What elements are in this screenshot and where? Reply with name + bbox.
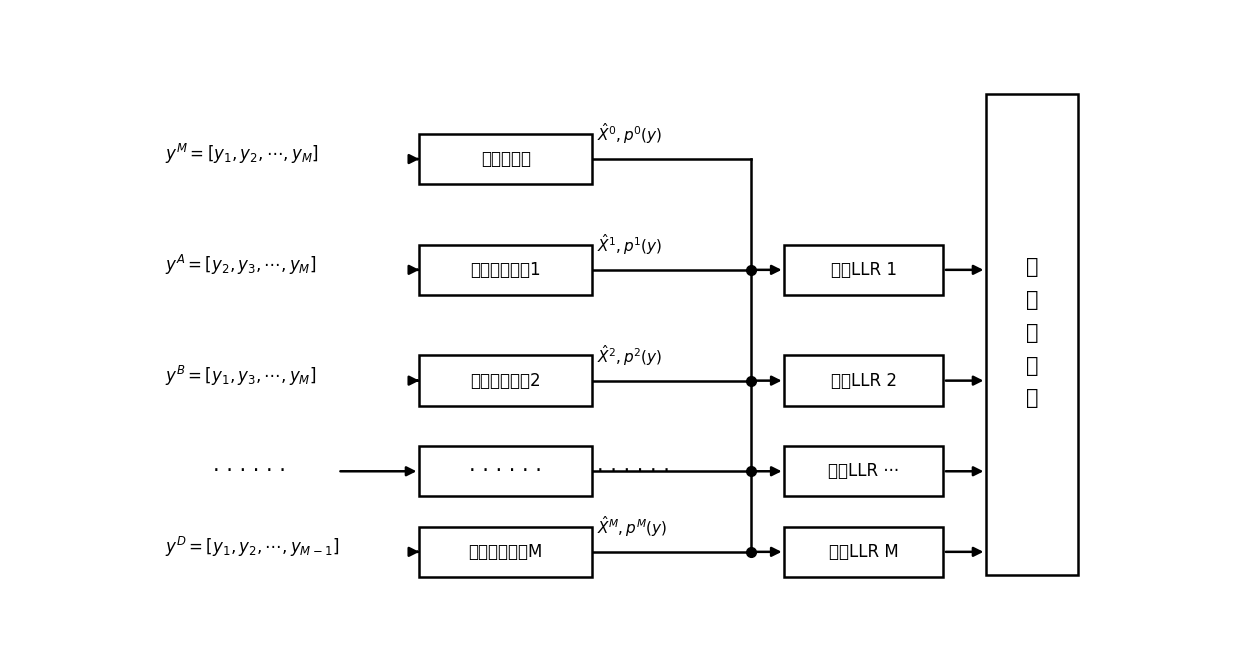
Bar	[986, 94, 1078, 574]
Text: $y^M=[y_1,y_2,\cdots,y_M]$: $y^M=[y_1,y_2,\cdots,y_M]$	[165, 142, 319, 166]
Bar	[785, 446, 944, 496]
Text: $y^D=[y_1,y_2,\cdots,y_{M-1}]$: $y^D=[y_1,y_2,\cdots,y_{M-1}]$	[165, 535, 339, 559]
Bar	[419, 355, 593, 405]
Bar	[419, 446, 593, 496]
Bar	[785, 355, 944, 405]
Text: 累加LLR 1: 累加LLR 1	[831, 261, 897, 279]
Text: $y^B=[y_1,y_3,\cdots,y_M]$: $y^B=[y_1,y_3,\cdots,y_M]$	[165, 364, 316, 388]
Text: 辅助粒子滤波M: 辅助粒子滤波M	[469, 543, 543, 561]
Text: $\hat{X}^2,p^2(y)$: $\hat{X}^2,p^2(y)$	[596, 343, 662, 368]
Text: 累加LLR M: 累加LLR M	[828, 543, 899, 561]
Bar	[419, 245, 593, 295]
Text: 主粒子滤波: 主粒子滤波	[481, 150, 531, 168]
Text: 累加LLR 2: 累加LLR 2	[831, 371, 897, 390]
Bar	[785, 245, 944, 295]
Text: 辅助粒子滤波1: 辅助粒子滤波1	[470, 261, 541, 279]
Text: $\hat{X}^M,p^M(y)$: $\hat{X}^M,p^M(y)$	[596, 514, 667, 540]
Text: 辅助粒子滤波2: 辅助粒子滤波2	[470, 371, 541, 390]
Text: 一
致
性
检
验: 一 致 性 检 验	[1025, 257, 1038, 408]
Bar	[419, 134, 593, 184]
Text: $\hat{X}^1,p^1(y)$: $\hat{X}^1,p^1(y)$	[596, 232, 662, 257]
Text: · · · · · ·: · · · · · ·	[469, 461, 542, 481]
Text: $\hat{X}^0,p^0(y)$: $\hat{X}^0,p^0(y)$	[596, 122, 662, 146]
Text: 累加LLR ···: 累加LLR ···	[828, 462, 899, 480]
Text: · · · · · ·: · · · · · ·	[596, 461, 670, 481]
Text: · · · · · ·: · · · · · ·	[213, 461, 285, 481]
Bar	[785, 526, 944, 577]
Bar	[419, 526, 593, 577]
Text: $y^A=[y_2,y_3,\cdots,y_M]$: $y^A=[y_2,y_3,\cdots,y_M]$	[165, 252, 316, 277]
